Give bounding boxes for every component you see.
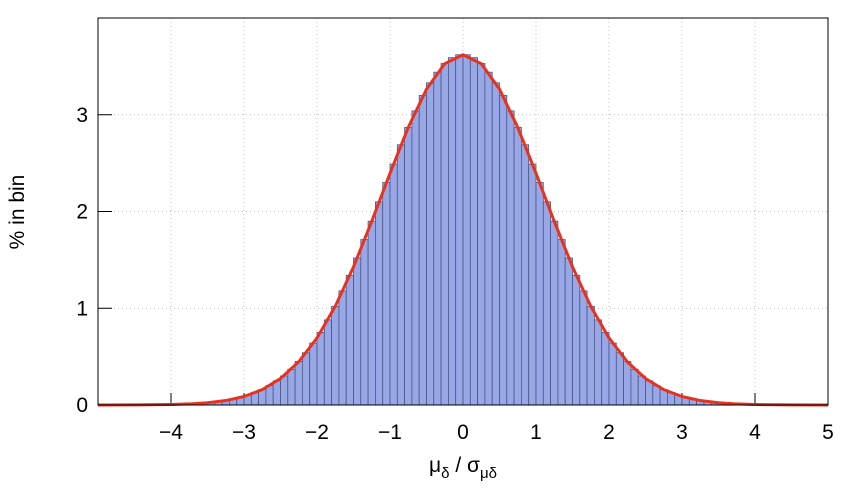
x-label-part: μδ [480,465,497,482]
bar [579,290,588,406]
bar [652,385,661,406]
bar [353,257,362,406]
bar [542,201,551,406]
bar [389,163,398,406]
bar [513,126,522,406]
bar [404,126,413,406]
bar [535,182,544,406]
bar [316,332,325,406]
y-tick-label: 3 [76,104,88,127]
bar [411,110,420,406]
bar [272,380,281,406]
x-axis-label: μδ / σμδ [429,454,497,482]
bar [382,182,391,406]
bar [630,368,639,406]
x-tick-label: −1 [378,421,402,444]
bar [462,54,471,406]
bar [469,57,478,406]
bar [301,352,311,406]
bar [280,375,289,406]
bar [338,290,347,406]
bar [572,274,581,406]
bar [499,95,508,406]
x-label-part: μ [429,454,441,477]
plot-frame [97,17,829,406]
bar [447,57,457,406]
bar [608,342,617,406]
x-tick-label: 5 [822,421,834,444]
bar [374,201,384,406]
bar [309,342,318,406]
bar [550,220,559,406]
bar [287,368,296,406]
fit-curve [97,53,829,407]
y-tick-label: 1 [76,297,88,320]
x-tick-label: −2 [305,421,329,444]
bar [455,54,464,406]
x-tick-label: 4 [749,421,761,444]
y-tick-label: 2 [76,201,88,224]
bar [367,220,376,406]
bar [360,239,369,406]
bar [433,71,442,406]
bar [396,144,405,406]
bar [426,82,435,406]
bar [601,332,610,406]
bar [528,163,537,406]
bar [323,319,332,406]
bar [623,361,632,406]
bar [418,95,427,406]
bar [564,257,573,406]
bar [637,375,646,406]
bar [594,319,603,406]
bar [331,305,340,406]
y-tick-label: 0 [76,394,88,417]
bar [615,352,624,406]
x-tick-label: −4 [159,421,183,444]
bar [557,239,566,406]
bar [477,63,486,406]
bar [586,305,595,406]
x-label-part: / σ [450,454,481,477]
bar [294,361,303,406]
x-tick-label: −3 [232,421,256,444]
x-tick-label: 3 [676,421,688,444]
y-axis-label: % in bin [6,175,29,250]
bar [491,82,500,406]
bar [645,380,654,406]
bar [345,274,354,406]
x-tick-label: 0 [457,421,469,444]
bar [506,110,515,406]
bar [521,144,530,406]
x-tick-label: 1 [530,421,542,444]
bar [265,385,274,406]
bar [440,63,449,406]
x-tick-label: 2 [603,421,615,444]
x-label-part: δ [441,465,449,482]
bar [484,71,493,406]
